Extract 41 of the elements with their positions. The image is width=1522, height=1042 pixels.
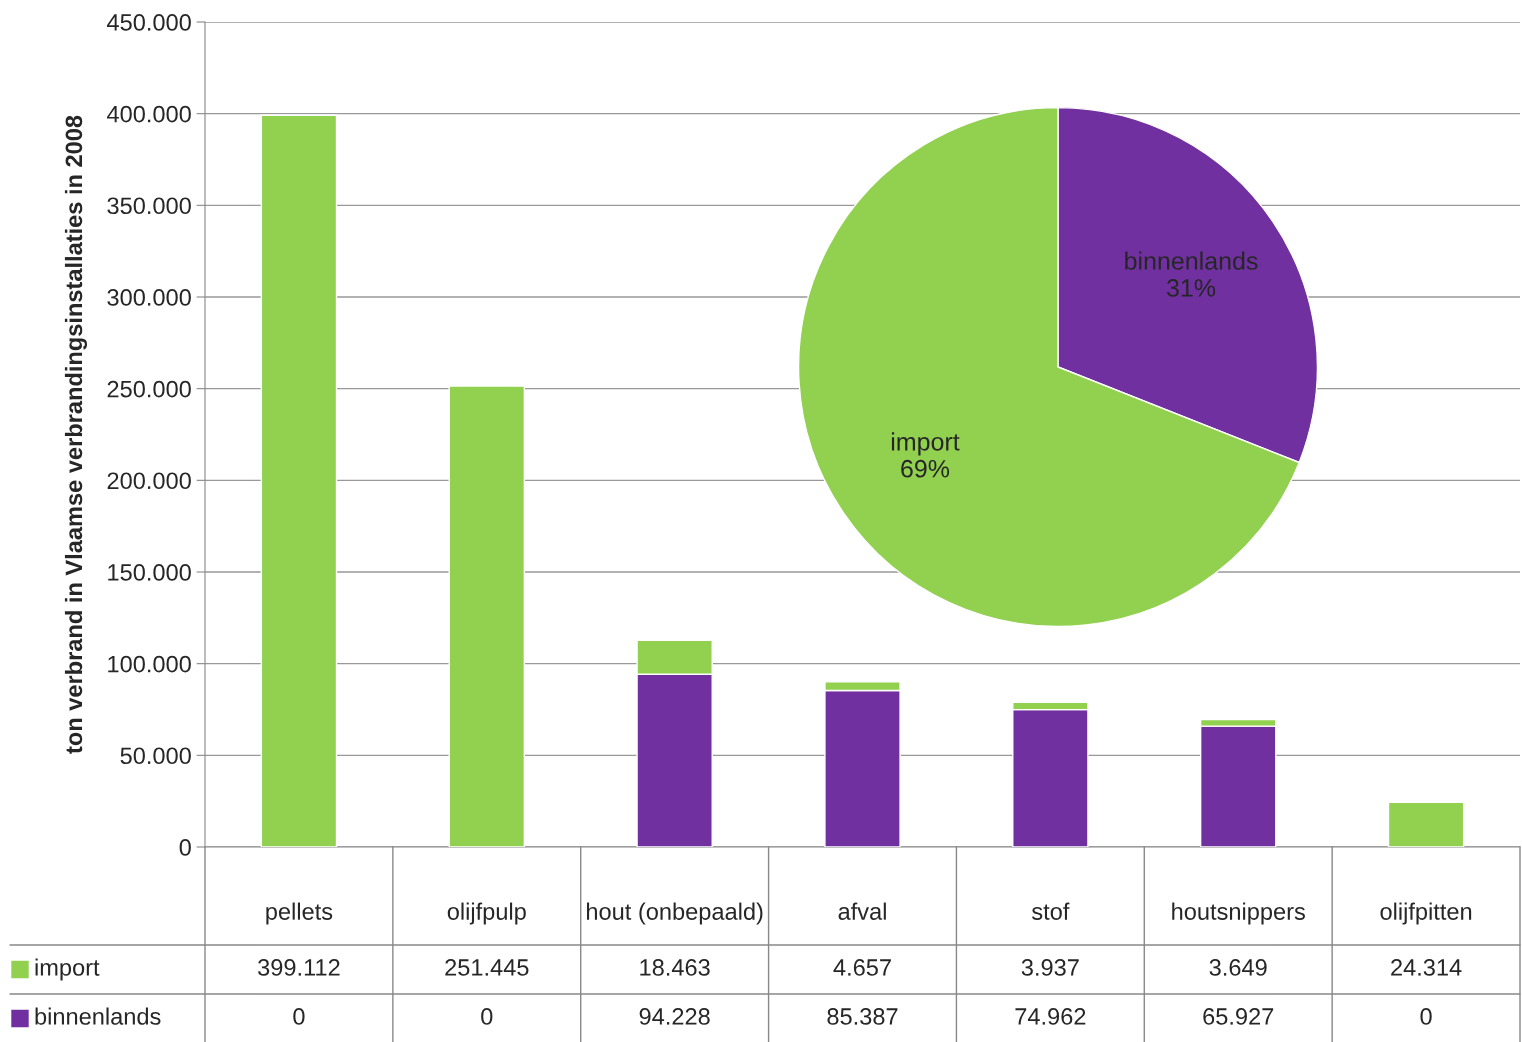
x-tick-label: afval xyxy=(838,902,886,920)
x-tick-label: houtsnippers xyxy=(1172,902,1305,925)
data-label: 4.657 xyxy=(833,959,891,976)
y-tick-label: 250.000 xyxy=(107,380,191,398)
x-tick-label: olijfpitten xyxy=(1380,902,1472,925)
x-tick-label: olijfpulp xyxy=(447,902,526,925)
bar xyxy=(260,114,338,847)
y-tick-label: 400.000 xyxy=(107,105,191,123)
data-label: 31% xyxy=(1166,279,1216,297)
data-label: 0 xyxy=(481,1008,493,1025)
y-axis-title: ton verbrand in Vlaamse verbrandingsinstallaties in 2008 xyxy=(64,115,88,754)
data-label: 94.228 xyxy=(639,1008,710,1025)
data-label: 0 xyxy=(293,1008,305,1025)
y-tick-label: 0 xyxy=(179,839,191,856)
data-label: 74.962 xyxy=(1015,1008,1086,1025)
x-tick-label: hout (onbepaald) xyxy=(587,902,763,925)
data-label: 18.463 xyxy=(640,959,710,976)
y-tick-label: 100.000 xyxy=(108,655,191,673)
x-tick-label: stof xyxy=(1031,902,1070,920)
legend-label: binnenlands xyxy=(35,1007,161,1025)
y-tick-label: 150.000 xyxy=(108,564,191,581)
data-label: 399.112 xyxy=(258,959,340,976)
data-label: 251.445 xyxy=(445,959,529,976)
y-tick-label: 450.000 xyxy=(107,14,191,31)
x-tick-label: pellets xyxy=(266,902,333,925)
y-tick-label: 350.000 xyxy=(107,197,191,215)
data-label: 3.937 xyxy=(1021,959,1079,976)
data-label: 85.387 xyxy=(827,1008,898,1025)
legend-label: import xyxy=(35,958,100,981)
slice-label: binnenlands xyxy=(1125,251,1258,270)
data-label: 69% xyxy=(901,459,950,478)
data-label: 0 xyxy=(1420,1008,1432,1025)
bar xyxy=(448,385,526,847)
y-tick-label: 50.000 xyxy=(120,747,191,765)
data-label: 3.649 xyxy=(1209,959,1267,976)
data-label: 65.927 xyxy=(1203,1008,1274,1025)
data-label: 24.314 xyxy=(1391,959,1462,976)
slice-label: import xyxy=(891,432,960,456)
y-tick-label: 300.000 xyxy=(107,289,191,306)
y-tick-label: 200.000 xyxy=(107,472,191,490)
bar xyxy=(1387,801,1465,847)
